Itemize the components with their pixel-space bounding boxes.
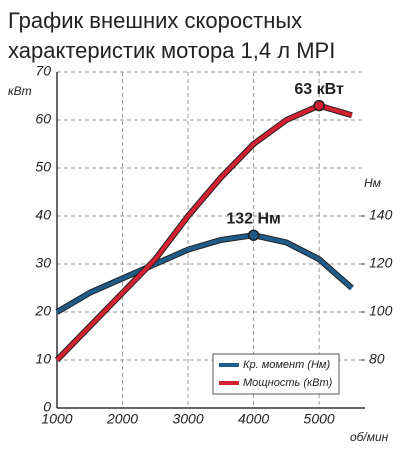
y-tick-label: 50 xyxy=(35,159,51,175)
series-line-outline xyxy=(54,102,353,363)
annotation: 132 Нм xyxy=(226,210,281,227)
y2-tick-label: 140 xyxy=(369,207,393,223)
y-tick-label: 70 xyxy=(35,63,51,79)
series-line xyxy=(55,103,353,362)
series-line xyxy=(55,233,354,314)
y-axis-label: кВт xyxy=(8,84,32,98)
y2-axis-label: Нм xyxy=(364,176,381,190)
peak-marker xyxy=(313,99,325,112)
x-tick-label: 5000 xyxy=(304,411,335,427)
x-tick-label: 4000 xyxy=(238,411,269,427)
y2-tick-label: 100 xyxy=(369,303,393,319)
legend-box xyxy=(212,353,340,395)
y2-tick-label: 80 xyxy=(369,351,385,367)
chart-title: График внешних скоростных xyxy=(8,8,302,33)
x-tick-label: 2000 xyxy=(106,411,138,427)
y2-tick-label: 120 xyxy=(369,255,393,271)
x-tick-label: 3000 xyxy=(172,411,203,427)
legend-label: Мощность (кВт) xyxy=(243,377,333,389)
peak-marker xyxy=(247,229,260,241)
y-tick-label: 60 xyxy=(35,111,51,127)
legend-label: Кр. момент (Нм) xyxy=(243,359,330,371)
x-tick-label: 1000 xyxy=(41,411,72,427)
y-tick-label: 40 xyxy=(35,207,51,223)
chart-title: характеристик мотора 1,4 л MPI xyxy=(8,38,335,63)
y-tick-label: 30 xyxy=(35,255,51,271)
y-tick-label: 0 xyxy=(43,399,51,415)
x-axis-label: об/мин xyxy=(350,430,389,444)
annotation: 63 кВт xyxy=(294,81,344,98)
y-tick-label: 20 xyxy=(34,303,51,319)
y-tick-label: 10 xyxy=(35,351,51,367)
